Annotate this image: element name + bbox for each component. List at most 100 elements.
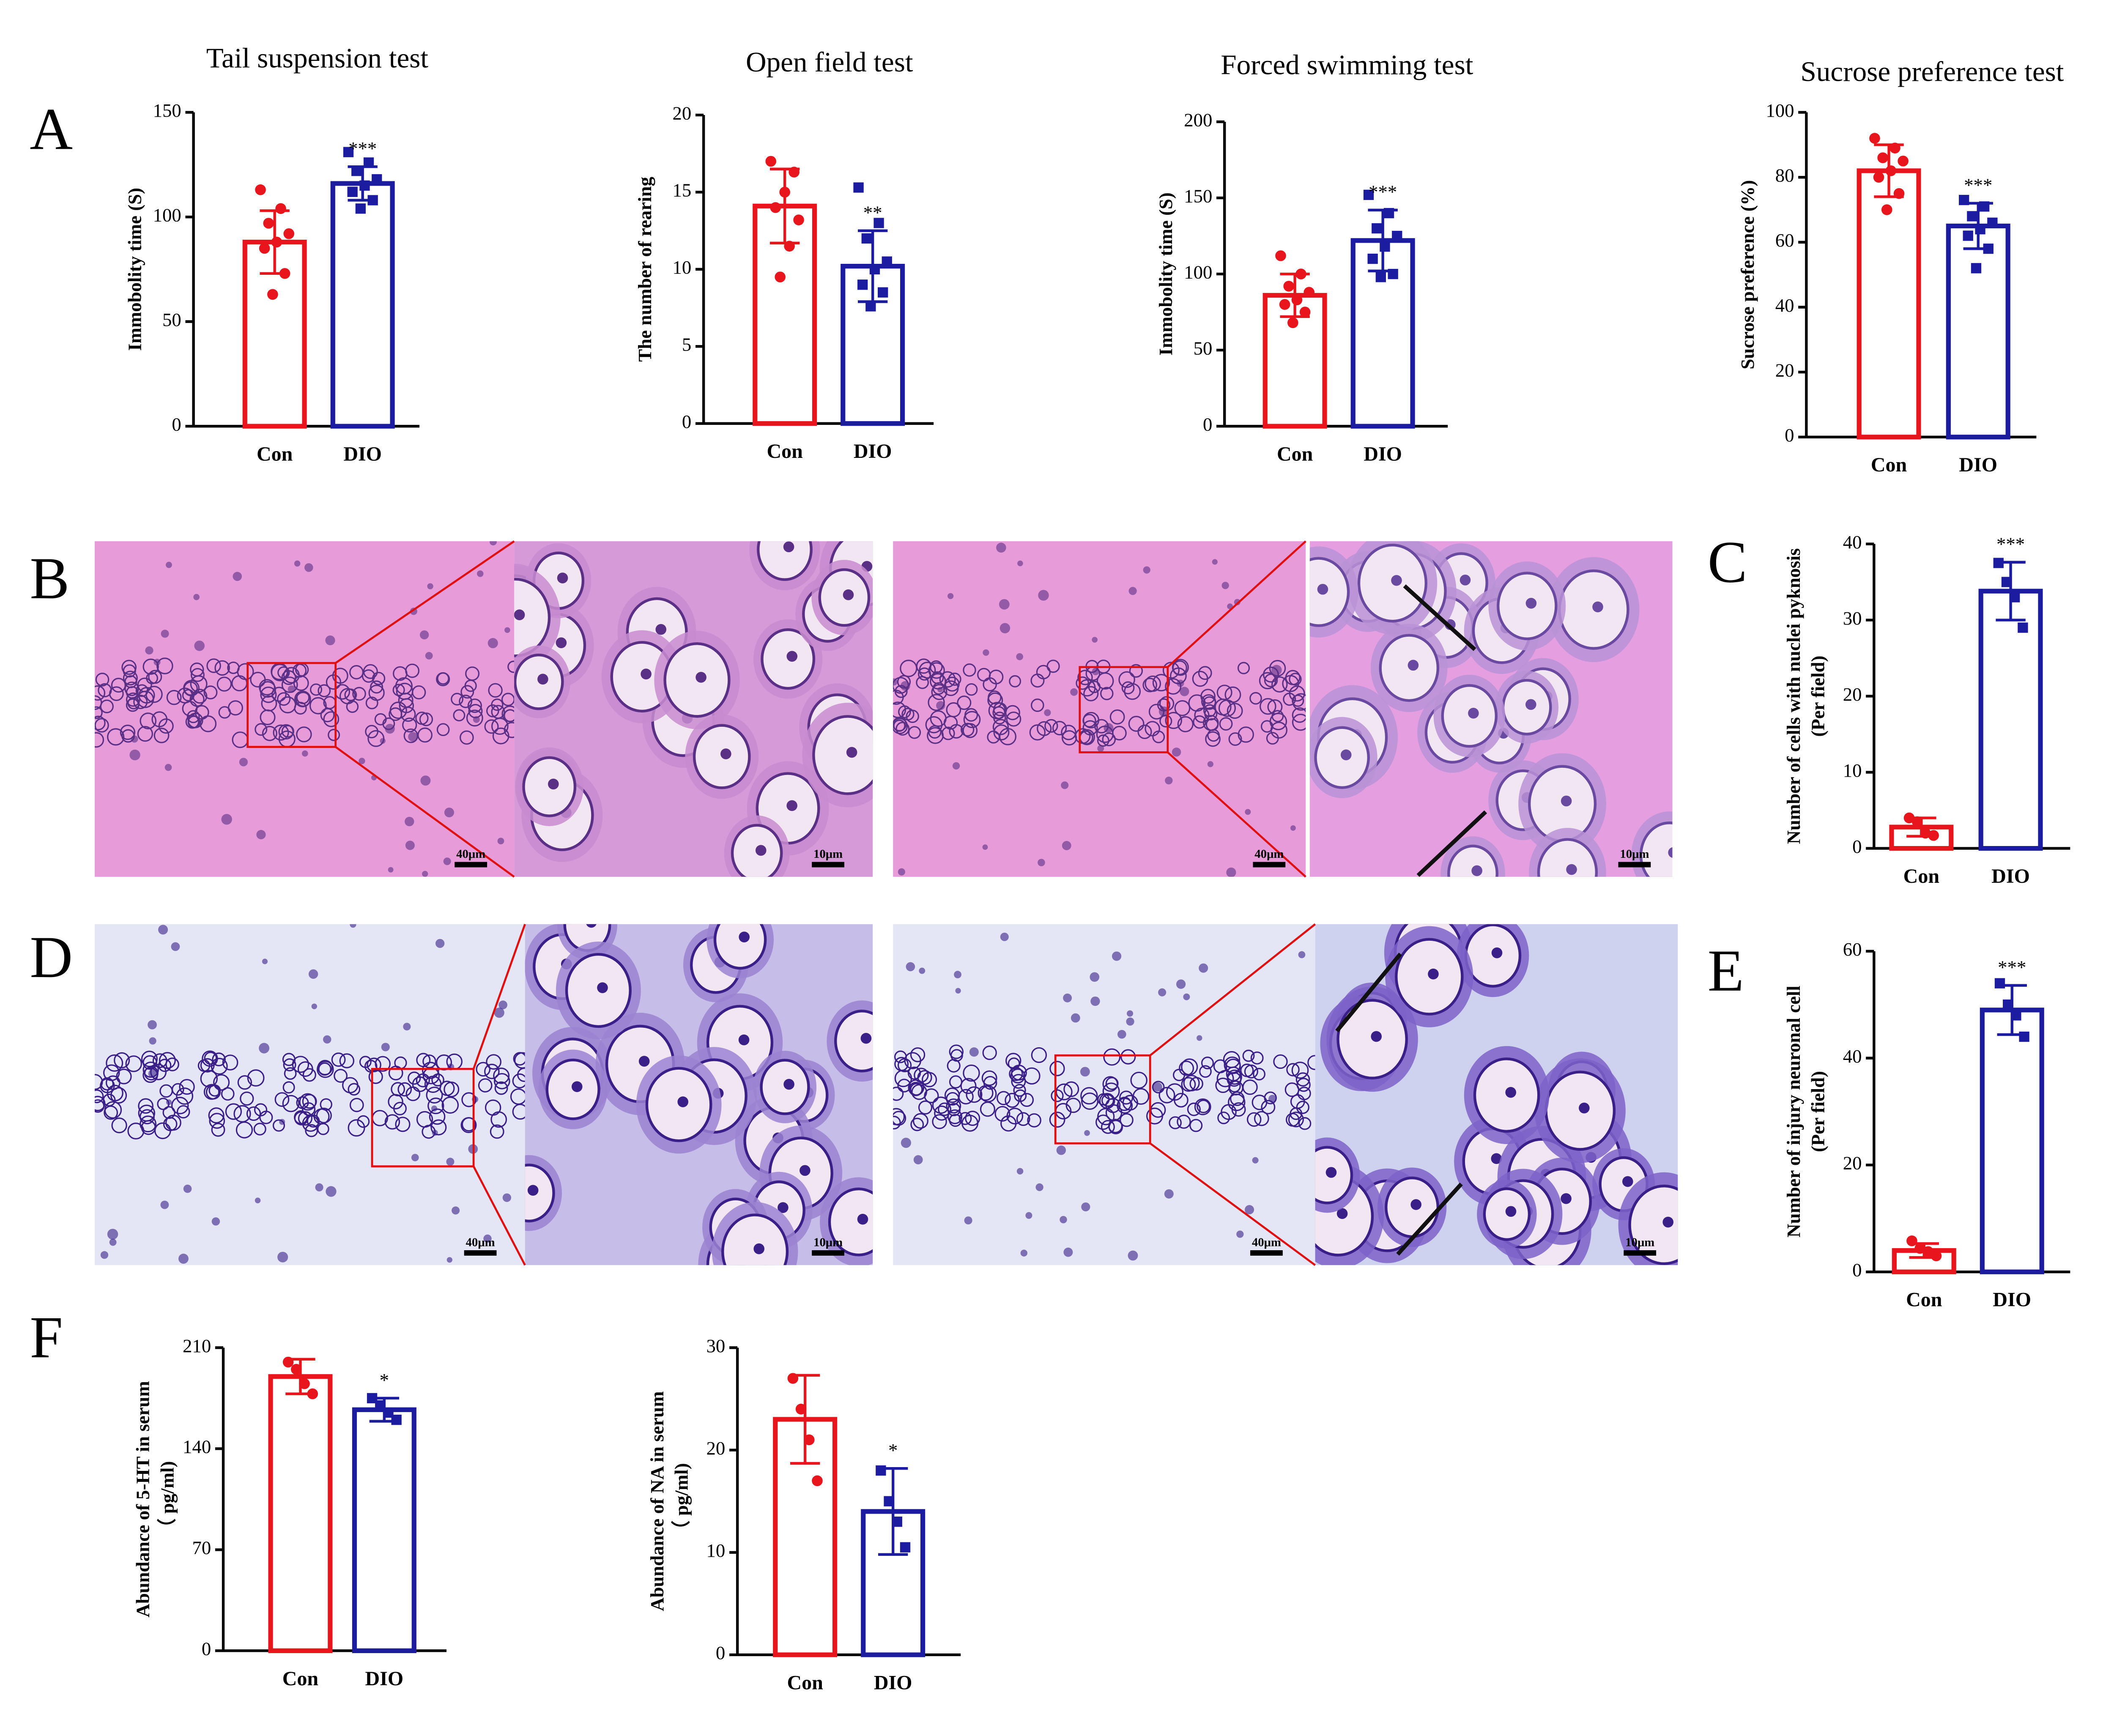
cell: [160, 1200, 169, 1209]
cell: [938, 1102, 952, 1116]
cell: [1269, 712, 1287, 731]
cell: [1119, 1090, 1134, 1105]
nucleus: [721, 1213, 789, 1265]
cell: [918, 1100, 933, 1115]
cell: [121, 660, 137, 675]
cell: [208, 1107, 225, 1124]
cell: [1176, 979, 1186, 989]
micrograph: [1309, 541, 1673, 877]
cell: [1071, 1013, 1080, 1023]
cell: [1130, 1071, 1147, 1089]
cell: [955, 988, 961, 994]
x-tick-label: DIO: [874, 1671, 912, 1694]
cell: [1017, 560, 1023, 567]
cell: [996, 542, 1006, 553]
panel-label: E: [1708, 938, 1744, 1004]
cell: [1201, 1057, 1214, 1070]
cell: [145, 646, 153, 655]
cell: [1036, 665, 1051, 679]
data-point: [770, 202, 781, 213]
cell: [408, 1071, 421, 1085]
nucleolus: [677, 1096, 689, 1107]
cell: [281, 670, 296, 685]
cell: [164, 764, 172, 771]
cell: [1193, 715, 1206, 729]
cell: [1291, 1061, 1309, 1079]
cell: [259, 681, 276, 698]
cell: [1000, 932, 1009, 941]
nucleolus: [548, 778, 559, 790]
nucleolus: [537, 674, 548, 685]
cell: [1194, 707, 1210, 723]
cell: [1169, 1116, 1182, 1129]
arrow: [1396, 1183, 1463, 1256]
cell: [1063, 993, 1072, 1002]
cell: [302, 1115, 319, 1132]
x-tick-label: Con: [1277, 443, 1313, 465]
cell: [446, 1257, 452, 1263]
cells: [1309, 541, 1673, 877]
data-point: [2003, 999, 2013, 1010]
arrow: [1416, 810, 1487, 877]
cell: [260, 686, 277, 703]
cell: [166, 690, 182, 705]
cell: [958, 1089, 974, 1105]
cell: [1060, 1216, 1067, 1224]
cell: [459, 695, 473, 708]
significance-label: ***: [1369, 181, 1397, 203]
cell: [1080, 1087, 1098, 1105]
cell: [153, 659, 161, 666]
bar-chart: Forced swimming test 0 50 100 150 200 Immoboli…: [1155, 49, 1473, 465]
data-point: [355, 203, 366, 214]
cell: [1200, 689, 1216, 704]
cell: [126, 692, 140, 707]
cell: [894, 1050, 907, 1063]
cell: [453, 709, 466, 722]
cell: [1103, 1048, 1121, 1066]
cell: [411, 1154, 419, 1161]
cell: [182, 689, 195, 702]
data-point: [1903, 812, 1915, 824]
data-point: [1367, 253, 1378, 264]
cell: [1245, 1205, 1254, 1215]
cell: [1264, 674, 1278, 687]
cell: [1101, 1120, 1115, 1134]
y-tick-label: 70: [192, 1537, 211, 1558]
y-tick-label: 210: [183, 1335, 211, 1356]
cell: [1292, 707, 1306, 723]
cell: [183, 1184, 192, 1193]
data-point: [1363, 189, 1374, 200]
cell: [403, 1023, 411, 1031]
cell: [1158, 1087, 1175, 1103]
cell: [325, 635, 335, 646]
cell: [1177, 716, 1194, 733]
cell: [253, 1123, 266, 1136]
cell: [512, 1073, 525, 1089]
cell: [444, 808, 454, 818]
cell: [1237, 662, 1250, 674]
data-point: [861, 233, 872, 244]
cell: [419, 630, 429, 640]
cell: [513, 1052, 525, 1066]
cell: [486, 704, 499, 717]
cell: [1205, 731, 1221, 747]
cell: [1261, 1100, 1276, 1114]
data-point: [1959, 194, 1969, 205]
cell: [317, 1060, 334, 1078]
cell: [906, 962, 915, 972]
cell: [1216, 685, 1232, 701]
cell: [946, 1098, 961, 1114]
y-tick-label: 20: [1775, 359, 1794, 381]
cell: [405, 663, 420, 678]
significance-label: ***: [348, 138, 377, 159]
cell: [1177, 1114, 1191, 1129]
cell: [186, 710, 200, 723]
cell: [1127, 1010, 1134, 1017]
cell: [271, 687, 287, 702]
x-tick-label: Con: [1906, 1289, 1942, 1311]
cell: [301, 750, 308, 757]
cell: [315, 1183, 323, 1191]
cell: [95, 685, 106, 701]
cell: [1105, 1098, 1121, 1113]
cell: [1234, 599, 1240, 605]
